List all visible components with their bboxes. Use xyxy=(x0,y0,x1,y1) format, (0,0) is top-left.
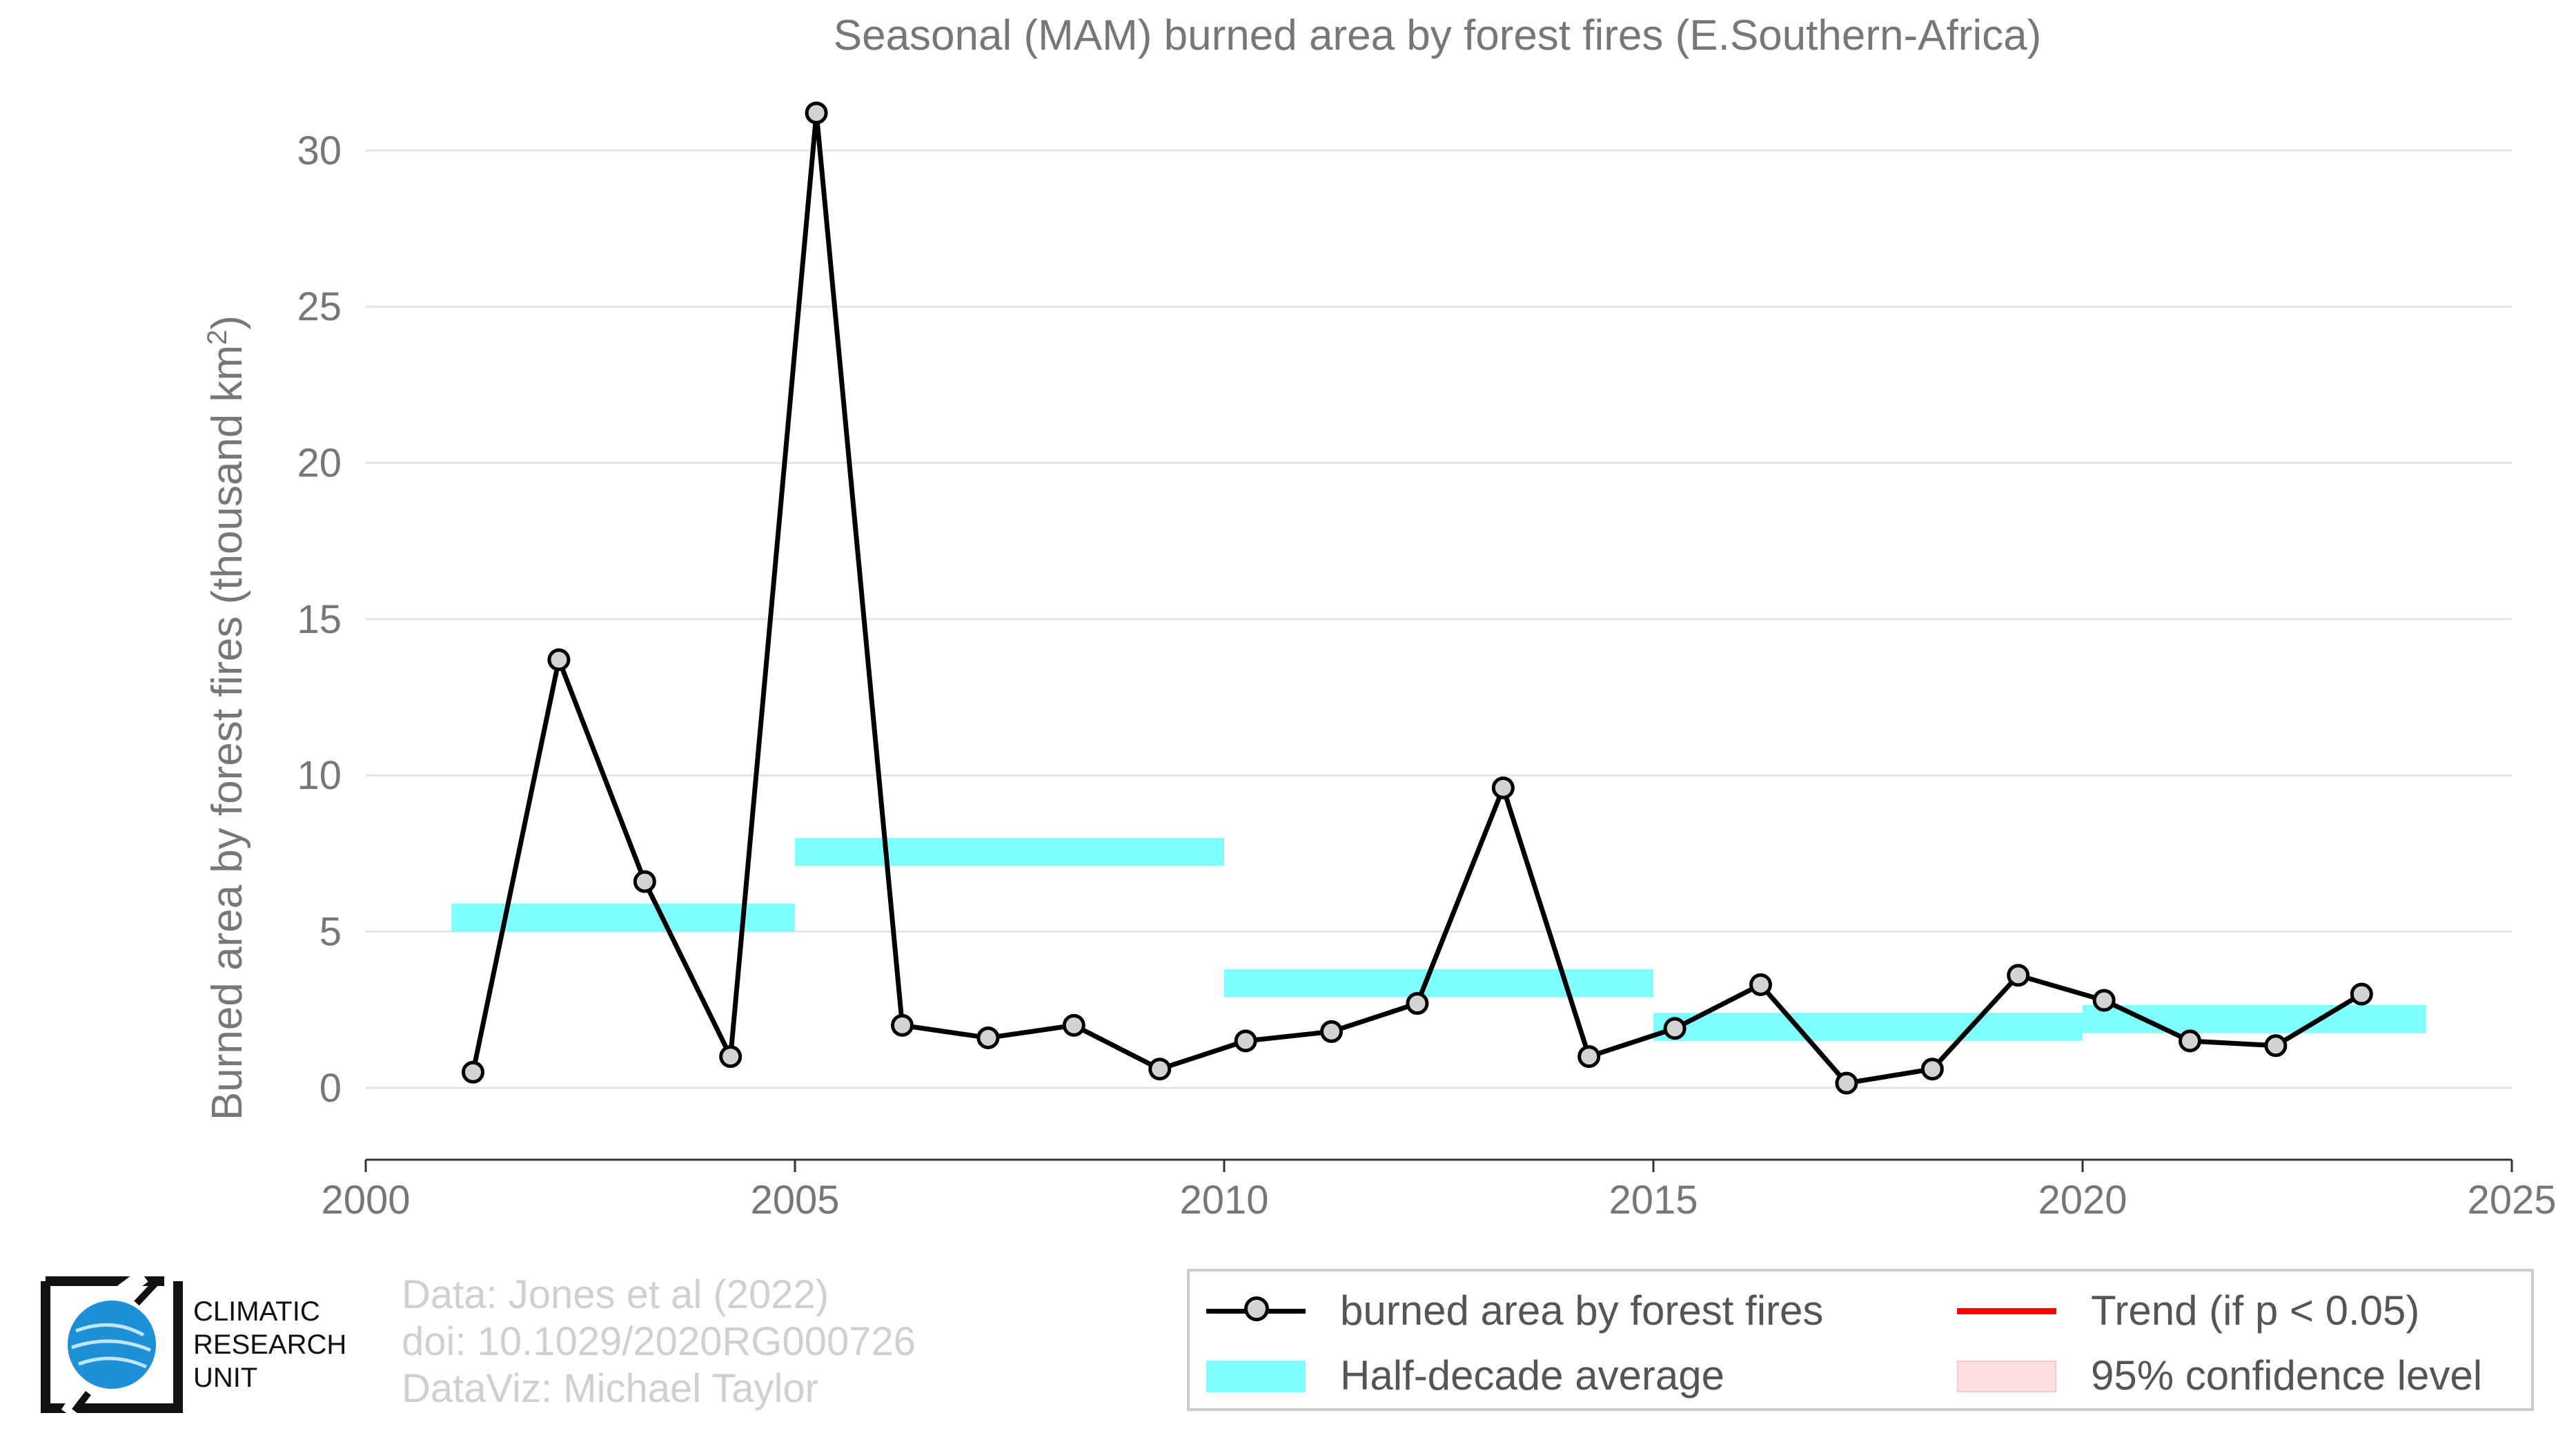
data-point xyxy=(547,648,571,672)
legend-confidence-icon xyxy=(1957,1355,2056,1396)
credit-dataviz: DataViz: Michael Taylor xyxy=(402,1366,818,1411)
logo-line: UNIT xyxy=(193,1363,258,1393)
y-tick-label: 20 xyxy=(297,441,342,486)
data-point xyxy=(719,1045,743,1069)
legend-label: Half-decade average xyxy=(1340,1352,1725,1399)
globe-icon xyxy=(68,1301,156,1389)
x-tick-label: 2010 xyxy=(1179,1178,1268,1223)
y-tick-label: 15 xyxy=(297,597,342,642)
y-axis-label-main: Burned area by forest fires (thousand km xyxy=(204,345,251,1120)
data-point xyxy=(1062,1013,1085,1037)
x-tick-label: 2005 xyxy=(750,1178,839,1223)
data-point xyxy=(1406,992,1429,1015)
series-line xyxy=(471,110,2363,1086)
legend-item-half-decade: Half-decade average xyxy=(1206,1352,1724,1399)
chart-title: Seasonal (MAM) burned area by forest fir… xyxy=(834,12,2042,59)
half-decade-bar xyxy=(1224,968,1653,997)
half-decade-bar xyxy=(1653,1013,2083,1041)
legend-item-series: burned area by forest fires xyxy=(1206,1287,1823,1334)
y-axis: 0 5 10 15 20 25 30 xyxy=(297,128,342,1111)
legend: burned area by forest fires Trend (if p … xyxy=(1187,1269,2534,1411)
half-decade-average-bars xyxy=(451,837,2426,1041)
y-tick-label: 10 xyxy=(297,753,342,798)
x-axis: 2000 2005 2010 2015 2020 2025 xyxy=(321,1158,2557,1223)
cru-logo-text: CLIMATIC RESEARCH UNIT xyxy=(193,1295,346,1394)
x-tick-label: 2000 xyxy=(321,1178,410,1223)
credits: Data: Jones et al (2022) doi: 10.1029/20… xyxy=(402,1272,916,1412)
data-point xyxy=(2007,964,2030,987)
legend-label: 95% confidence level xyxy=(2091,1352,2483,1399)
data-point xyxy=(976,1026,1000,1049)
x-tick-label: 2015 xyxy=(1609,1178,1698,1223)
half-decade-bar xyxy=(2083,1004,2426,1033)
half-decade-bar xyxy=(795,837,1224,866)
data-point xyxy=(1234,1029,1257,1053)
legend-item-confidence: 95% confidence level xyxy=(1957,1352,2482,1399)
series-points xyxy=(462,101,2373,1095)
series-line-path xyxy=(471,110,2363,1086)
data-point xyxy=(805,101,828,125)
data-point xyxy=(1148,1058,1172,1081)
legend-line-marker-icon xyxy=(1206,1290,1306,1332)
x-tick-label: 2020 xyxy=(2038,1178,2127,1223)
data-point xyxy=(462,1060,484,1084)
y-axis-label: Burned area by forest fires (thousand km… xyxy=(202,315,251,1120)
data-point xyxy=(1320,1020,1343,1043)
x-tick-label: 2025 xyxy=(2467,1178,2556,1223)
data-point xyxy=(1491,776,1515,799)
credit-data: Data: Jones et al (2022) xyxy=(402,1272,829,1317)
credit-doi: doi: 10.1029/2020RG000726 xyxy=(402,1319,916,1364)
y-tick-label: 25 xyxy=(297,284,342,329)
data-point xyxy=(2264,1034,2288,1058)
cru-logo-emblem xyxy=(41,1276,183,1414)
data-point xyxy=(2092,989,2116,1012)
legend-band-icon xyxy=(1206,1355,1306,1396)
legend-label: Trend (if p < 0.05) xyxy=(2091,1287,2420,1334)
y-tick-label: 5 xyxy=(319,910,342,955)
data-point xyxy=(891,1013,914,1037)
data-point xyxy=(1920,1058,1944,1081)
y-tick-label: 30 xyxy=(297,128,342,173)
data-point xyxy=(1749,973,1772,997)
cru-logo: CLIMATIC RESEARCH UNIT xyxy=(40,1276,364,1414)
legend-item-trend: Trend (if p < 0.05) xyxy=(1957,1287,2419,1334)
logo-line: RESEARCH xyxy=(193,1330,347,1360)
data-point xyxy=(2350,982,2373,1006)
data-point xyxy=(1577,1045,1601,1069)
logo-line: CLIMATIC xyxy=(193,1296,320,1327)
legend-label: burned area by forest fires xyxy=(1340,1287,1824,1334)
y-axis-label-suffix: ) xyxy=(204,315,251,330)
data-point xyxy=(1663,1017,1687,1040)
legend-trend-line-icon xyxy=(1957,1290,2056,1332)
y-tick-label: 0 xyxy=(319,1066,342,1111)
y-axis-label-superscript: 2 xyxy=(202,329,233,344)
data-point xyxy=(1835,1071,1858,1095)
data-point xyxy=(2179,1029,2201,1053)
data-point xyxy=(633,870,656,893)
